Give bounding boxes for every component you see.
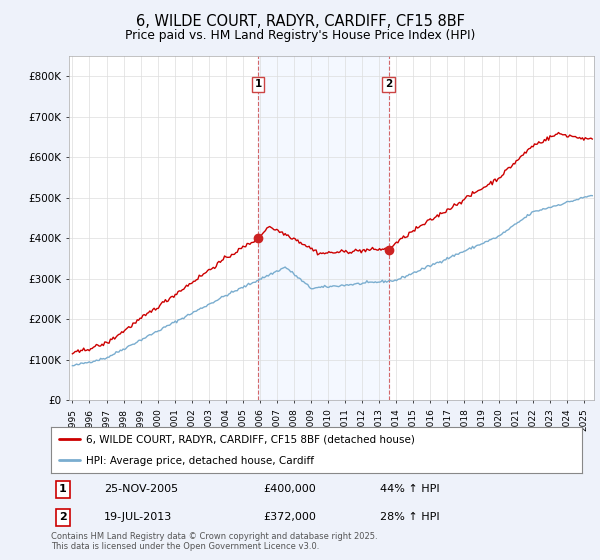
- Text: £400,000: £400,000: [263, 484, 316, 494]
- Text: 2: 2: [59, 512, 67, 522]
- Text: Contains HM Land Registry data © Crown copyright and database right 2025.
This d: Contains HM Land Registry data © Crown c…: [51, 532, 377, 552]
- Text: £372,000: £372,000: [263, 512, 316, 522]
- Text: 2: 2: [385, 80, 392, 90]
- Text: 25-NOV-2005: 25-NOV-2005: [104, 484, 178, 494]
- Text: Price paid vs. HM Land Registry's House Price Index (HPI): Price paid vs. HM Land Registry's House …: [125, 29, 475, 42]
- Text: 6, WILDE COURT, RADYR, CARDIFF, CF15 8BF: 6, WILDE COURT, RADYR, CARDIFF, CF15 8BF: [136, 14, 464, 29]
- Text: 6, WILDE COURT, RADYR, CARDIFF, CF15 8BF (detached house): 6, WILDE COURT, RADYR, CARDIFF, CF15 8BF…: [86, 434, 415, 444]
- Text: 19-JUL-2013: 19-JUL-2013: [104, 512, 172, 522]
- Text: HPI: Average price, detached house, Cardiff: HPI: Average price, detached house, Card…: [86, 456, 314, 466]
- Text: 28% ↑ HPI: 28% ↑ HPI: [380, 512, 440, 522]
- Text: 1: 1: [59, 484, 67, 494]
- Text: 44% ↑ HPI: 44% ↑ HPI: [380, 484, 440, 494]
- Text: 1: 1: [254, 80, 262, 90]
- Bar: [258, 56, 389, 400]
